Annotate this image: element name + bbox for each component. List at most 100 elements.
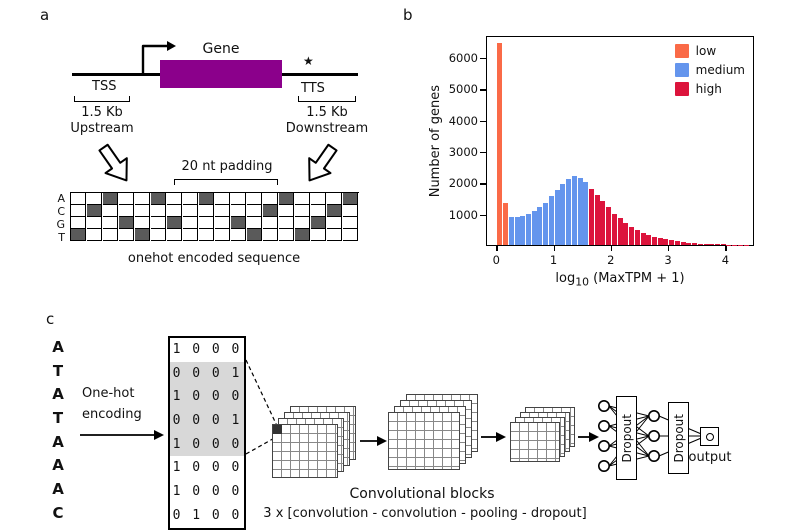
grid-cell — [103, 193, 118, 205]
grid-cell — [343, 205, 358, 217]
grid-cell — [263, 229, 278, 241]
grid-cell — [103, 229, 118, 241]
grid-cell — [215, 217, 230, 229]
matrix-row: 1 0 0 0 — [172, 342, 242, 357]
y-tick-label: 3000 — [448, 144, 478, 159]
downstream-kb-label: 1.5 Kb — [306, 105, 348, 120]
grid-cell — [343, 229, 358, 241]
histogram-bar — [720, 244, 726, 245]
conv-flow-arrow-1 — [360, 436, 387, 446]
histogram-bar — [600, 201, 606, 245]
x-axis-label: log10 (MaxTPM + 1) — [486, 271, 754, 289]
histogram-bar — [657, 238, 663, 245]
grid-cell — [167, 205, 182, 217]
onehot-caption: onehot encoded sequence — [127, 251, 301, 266]
histogram-bar — [543, 202, 549, 245]
y-tick-label: 5000 — [448, 82, 478, 97]
grid-cell — [247, 205, 262, 217]
grid-cell — [183, 205, 198, 217]
grid-cell — [71, 229, 86, 241]
grid-cell — [311, 217, 326, 229]
gene-body — [160, 60, 282, 88]
legend-swatch — [674, 82, 689, 96]
histogram-bar — [566, 179, 572, 245]
legend-swatch — [674, 44, 689, 58]
histogram-bar — [663, 239, 669, 245]
histogram-bar — [497, 42, 503, 245]
histogram-bar — [640, 232, 646, 245]
grid-cell — [231, 229, 246, 241]
output-label: output — [688, 450, 732, 465]
grid-cell — [183, 229, 198, 241]
histogram-bar — [651, 236, 657, 245]
histogram-plot: low medium high — [486, 36, 754, 246]
feature-map-sheet — [388, 412, 460, 470]
grid-cell — [231, 193, 246, 205]
downstream-label: Downstream — [285, 121, 369, 136]
histogram-bar — [686, 242, 692, 245]
grid-cell — [247, 193, 262, 205]
histogram-bar — [577, 177, 583, 245]
legend-swatch — [674, 63, 689, 77]
grid-cell — [71, 205, 86, 217]
x-tick-mark — [553, 246, 555, 251]
grid-cell — [215, 193, 230, 205]
histogram-bar — [571, 176, 577, 245]
sequence-letter: A — [52, 338, 64, 356]
histogram-bar — [611, 213, 617, 245]
y-axis-label-wrap: Number of genes — [428, 36, 443, 246]
grid-cell — [215, 229, 230, 241]
histogram-bar — [537, 207, 543, 245]
x-axis-label-sub: 10 — [575, 275, 590, 289]
histogram-bar — [588, 188, 594, 245]
feature-map-sheet — [272, 424, 338, 478]
grid-cell — [295, 229, 310, 241]
grid-cell — [151, 193, 166, 205]
matrix-row: 0 1 0 0 — [172, 507, 242, 523]
grid-cell — [87, 229, 102, 241]
histogram-bar — [554, 190, 560, 245]
grid-cell — [327, 217, 342, 229]
histogram-bar — [692, 243, 698, 245]
grid-cell — [151, 205, 166, 217]
down-arrow-left-icon — [98, 143, 128, 182]
output-node-dot — [705, 432, 714, 441]
y-axis-label: Number of genes — [428, 84, 443, 198]
histogram-bar — [623, 223, 629, 245]
grid-cell — [71, 193, 86, 205]
histogram-bar — [634, 230, 640, 245]
grid-cell — [279, 205, 294, 217]
histogram-bar — [508, 216, 514, 245]
tts-star-icon: ★ — [303, 54, 314, 68]
grid-cell — [231, 205, 246, 217]
sequence-letter: C — [52, 503, 64, 522]
grid-cell — [199, 205, 214, 217]
grid-row-label: G — [56, 218, 65, 231]
grid-cell — [263, 205, 278, 217]
grid-cell — [119, 229, 134, 241]
histogram-bar — [629, 226, 635, 245]
grid-cell — [247, 217, 262, 229]
legend: low medium high — [674, 44, 745, 96]
grid-cell — [343, 217, 358, 229]
grid-cell — [167, 193, 182, 205]
conv-flow-arrow-2 — [481, 432, 506, 442]
grid-cell — [167, 229, 182, 241]
grid-cell — [87, 193, 102, 205]
grid-row-label: T — [58, 231, 65, 244]
grid-cell — [135, 193, 150, 205]
sequence-letter: T — [52, 409, 64, 428]
grid-cell — [327, 229, 342, 241]
legend-label: low — [695, 44, 717, 58]
histogram-bar — [503, 202, 509, 245]
grid-cell — [231, 217, 246, 229]
histogram-bar — [514, 217, 520, 245]
histogram-bar — [714, 244, 720, 245]
grid-cell — [311, 205, 326, 217]
histogram-bar — [594, 194, 600, 245]
grid-cell — [87, 205, 102, 217]
panel-b-label: b — [403, 6, 413, 24]
grid-cell — [151, 217, 166, 229]
